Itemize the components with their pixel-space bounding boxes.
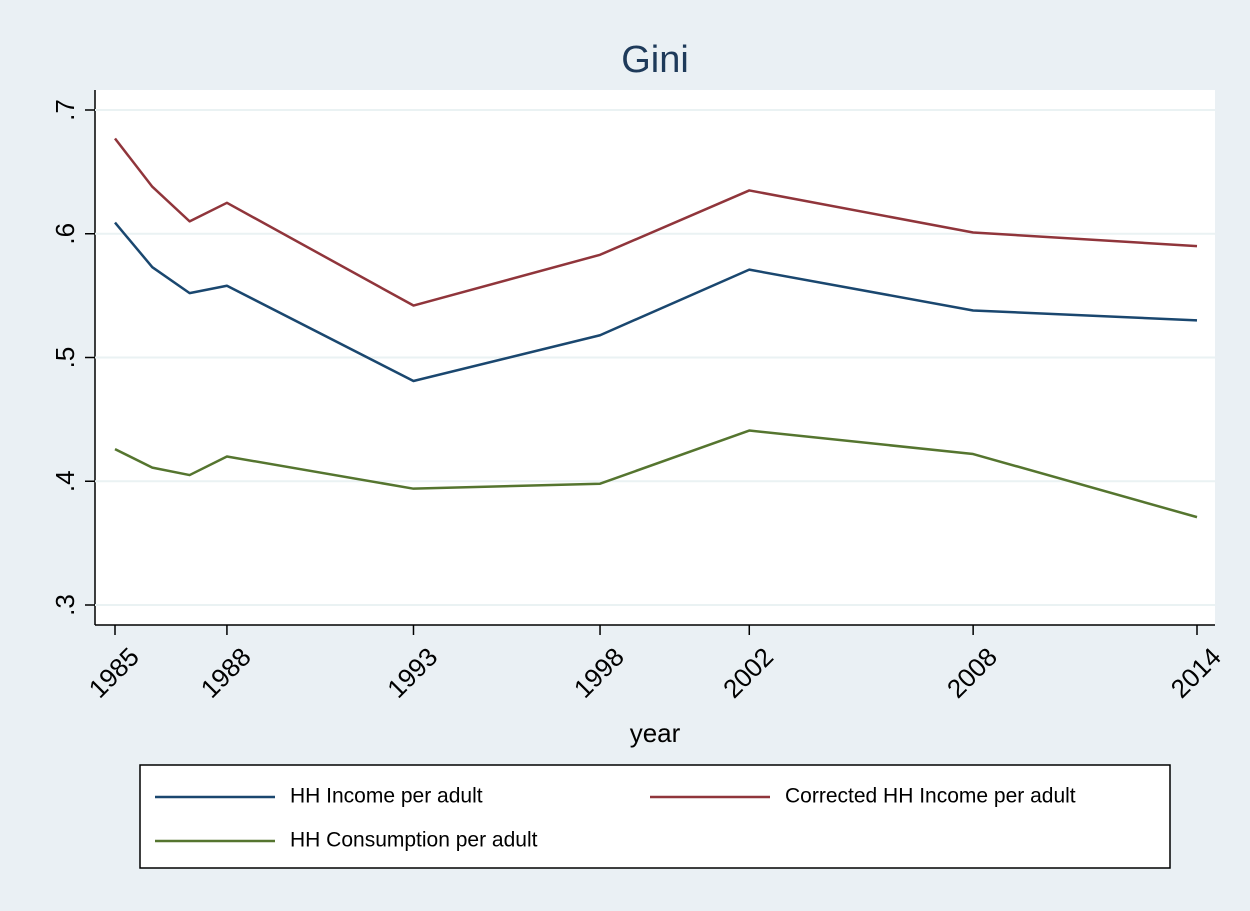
y-tick-label: .7 [50, 99, 80, 121]
series-line [114, 221, 1198, 383]
series-line [114, 137, 1198, 307]
legend-label: Corrected HH Income per adult [785, 785, 1076, 808]
x-axis-title: year [630, 718, 681, 748]
y-tick-label: .5 [50, 347, 80, 369]
y-tick-label: .6 [50, 223, 80, 245]
legend-box [139, 764, 1171, 869]
y-tick-label: .3 [50, 594, 80, 616]
legend-label: HH Consumption per adult [290, 829, 538, 852]
chart-title: Gini [621, 39, 689, 81]
legend-label: HH Income per adult [290, 785, 483, 808]
series-line [114, 429, 1198, 519]
y-tick-label: .4 [50, 470, 80, 492]
